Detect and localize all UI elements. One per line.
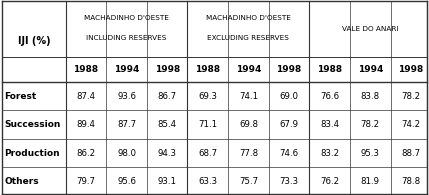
Text: 78.2: 78.2 xyxy=(401,92,420,101)
Text: 68.7: 68.7 xyxy=(198,149,218,158)
Text: 79.7: 79.7 xyxy=(76,177,95,186)
Text: 93.1: 93.1 xyxy=(158,177,177,186)
Text: 1998: 1998 xyxy=(154,65,180,74)
Text: 89.4: 89.4 xyxy=(76,120,95,129)
Text: 93.6: 93.6 xyxy=(117,92,136,101)
Text: Forest: Forest xyxy=(4,92,36,101)
Text: 1998: 1998 xyxy=(398,65,423,74)
Text: 83.2: 83.2 xyxy=(320,149,339,158)
Text: 74.2: 74.2 xyxy=(401,120,420,129)
Text: 77.8: 77.8 xyxy=(239,149,258,158)
Text: 1994: 1994 xyxy=(357,65,383,74)
Text: 69.3: 69.3 xyxy=(198,92,217,101)
Text: 73.3: 73.3 xyxy=(279,177,299,186)
Text: 78.2: 78.2 xyxy=(361,120,380,129)
Text: 74.1: 74.1 xyxy=(239,92,258,101)
Text: 94.3: 94.3 xyxy=(158,149,177,158)
Text: IJI (%): IJI (%) xyxy=(18,36,50,46)
Text: EXCLUDING RESERVES: EXCLUDING RESERVES xyxy=(208,35,289,41)
Text: 75.7: 75.7 xyxy=(239,177,258,186)
Text: 88.7: 88.7 xyxy=(401,149,420,158)
Text: 86.2: 86.2 xyxy=(76,149,96,158)
Text: 71.1: 71.1 xyxy=(198,120,218,129)
Text: 85.4: 85.4 xyxy=(157,120,177,129)
Text: 81.9: 81.9 xyxy=(361,177,380,186)
Text: Succession: Succession xyxy=(4,120,60,129)
Text: MACHADINHO D'OESTE: MACHADINHO D'OESTE xyxy=(206,15,291,21)
Text: 63.3: 63.3 xyxy=(198,177,218,186)
Text: 87.4: 87.4 xyxy=(76,92,96,101)
Text: 74.6: 74.6 xyxy=(279,149,299,158)
Text: 83.4: 83.4 xyxy=(320,120,339,129)
Text: 1988: 1988 xyxy=(73,65,99,74)
Text: Others: Others xyxy=(4,177,39,186)
Text: 1994: 1994 xyxy=(114,65,139,74)
Text: 95.3: 95.3 xyxy=(361,149,380,158)
Text: 76.2: 76.2 xyxy=(320,177,339,186)
Text: VALE DO ANARI: VALE DO ANARI xyxy=(342,26,399,32)
Text: 1998: 1998 xyxy=(276,65,302,74)
Text: 86.7: 86.7 xyxy=(157,92,177,101)
Text: 69.8: 69.8 xyxy=(239,120,258,129)
Text: 1988: 1988 xyxy=(195,65,221,74)
Text: INCLUDING RESERVES: INCLUDING RESERVES xyxy=(86,35,167,41)
Text: 67.9: 67.9 xyxy=(280,120,299,129)
Text: 95.6: 95.6 xyxy=(117,177,136,186)
Text: 69.0: 69.0 xyxy=(280,92,299,101)
Text: 78.8: 78.8 xyxy=(401,177,420,186)
Text: 87.7: 87.7 xyxy=(117,120,136,129)
Text: 76.6: 76.6 xyxy=(320,92,339,101)
Text: 98.0: 98.0 xyxy=(117,149,136,158)
Text: Production: Production xyxy=(4,149,60,158)
Text: 1988: 1988 xyxy=(317,65,342,74)
Text: MACHADINHO D'OESTE: MACHADINHO D'OESTE xyxy=(84,15,169,21)
Text: 1994: 1994 xyxy=(236,65,261,74)
Text: 83.8: 83.8 xyxy=(361,92,380,101)
